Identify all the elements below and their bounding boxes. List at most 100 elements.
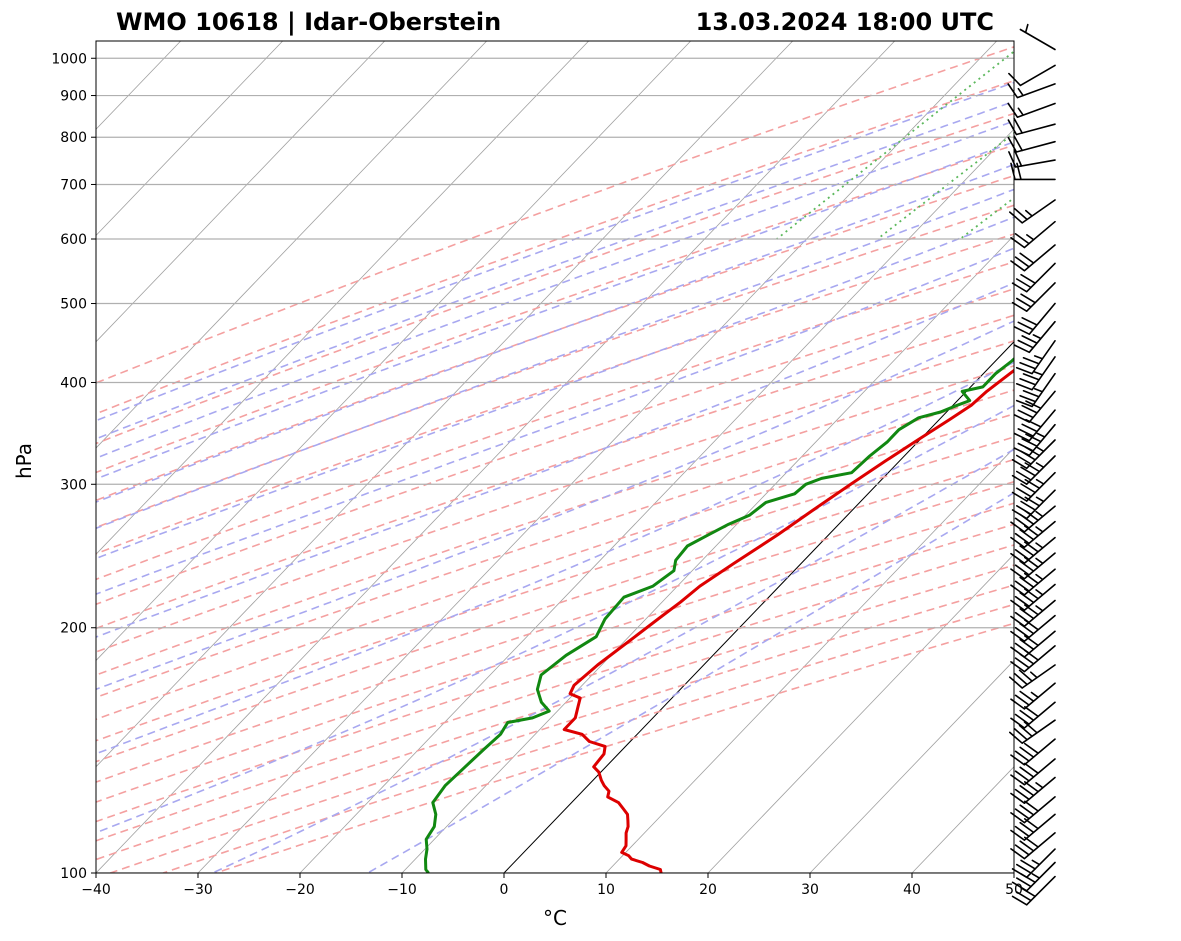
- x-tick-label: −30: [183, 882, 213, 898]
- wind-barb: [1011, 861, 1056, 892]
- mixing-ratio-line: [959, 196, 1014, 240]
- dry-adiabat-line: [96, 340, 1014, 653]
- y-tick-label: 1000: [51, 51, 87, 67]
- wind-barb: [1011, 262, 1056, 293]
- y-tick-label: 900: [60, 89, 87, 105]
- moist-adiabat-line: [96, 141, 1014, 480]
- wind-barb: [1015, 372, 1056, 408]
- wind-barb: [1009, 664, 1056, 689]
- wind-barb: [1010, 520, 1056, 549]
- wind-barb: [1010, 614, 1056, 643]
- y-tick-label: 600: [60, 232, 87, 248]
- wind-barb: [1010, 645, 1056, 673]
- moist-adiabat-line: [96, 281, 1014, 638]
- dry-adiabat-line: [96, 480, 1014, 783]
- dry-adiabat-line: [96, 314, 1014, 630]
- dewpoint-line: [424, 357, 1014, 873]
- wind-barb: [1010, 813, 1056, 841]
- wind-barb: [1010, 758, 1056, 786]
- wind-barb: [1013, 390, 1056, 423]
- wind-barb: [1010, 505, 1056, 533]
- moist-adiabat-line: [96, 163, 1014, 503]
- wind-barb: [1010, 220, 1056, 249]
- wind-barb: [1011, 471, 1056, 502]
- x-tick-label: −20: [285, 882, 315, 898]
- isotherm-line: [707, 553, 1014, 873]
- wind-barb: [1010, 599, 1056, 627]
- wind-barb: [1010, 162, 1056, 181]
- y-tick-label: 200: [60, 621, 87, 637]
- wind-barb: [1010, 536, 1056, 565]
- isotherm-line: [809, 659, 1014, 873]
- isotherm-line: [96, 41, 589, 555]
- x-tick-label: 40: [903, 882, 921, 898]
- wind-barb: [1013, 409, 1056, 442]
- dry-adiabat-line: [96, 144, 1014, 474]
- y-axis-label: hPa: [12, 443, 36, 479]
- isotherm-line: [96, 41, 895, 873]
- dry-adiabat-line: [96, 364, 1014, 676]
- moist-adiabat-line: [96, 81, 1014, 422]
- wind-barbs: [1007, 23, 1056, 906]
- isotherm-line: [96, 41, 793, 768]
- x-tick-label: 20: [699, 882, 717, 898]
- wind-barb: [1008, 64, 1056, 87]
- wind-barb: [1010, 796, 1056, 824]
- isotherm-line: [605, 447, 1014, 873]
- isotherm-line: [96, 41, 487, 449]
- isotherm-line: [96, 41, 385, 343]
- wind-barb: [1013, 320, 1056, 354]
- wind-barb: [1007, 102, 1056, 118]
- x-tick-label: 50: [1005, 882, 1023, 898]
- zero-isotherm-line: [503, 341, 1014, 873]
- isotherm-line: [96, 41, 283, 237]
- y-tick-label: 300: [60, 477, 87, 493]
- moist-adiabat-line: [96, 247, 1014, 595]
- wind-barb: [1010, 832, 1056, 860]
- isotherm-line: [299, 128, 1014, 873]
- dry-adiabat-line: [96, 544, 1014, 842]
- moist-adiabat-line: [96, 320, 1014, 691]
- dry-adiabat-line: [96, 204, 1014, 529]
- y-tick-label: 400: [60, 375, 87, 391]
- wind-barb: [1010, 776, 1056, 804]
- moist-adiabat-line: [96, 188, 1014, 530]
- profile-lines: [424, 357, 1014, 873]
- y-tick-label: 700: [60, 177, 87, 193]
- wind-barb: [1013, 302, 1056, 335]
- dry-adiabat-line: [96, 458, 1014, 763]
- wind-barb: [1015, 356, 1056, 391]
- x-axis-label: °C: [543, 906, 567, 930]
- wind-barb: [1007, 83, 1056, 99]
- dry-adiabat-line: [96, 233, 1014, 555]
- wind-barb: [1011, 439, 1056, 470]
- y-tick-label: 500: [60, 297, 87, 313]
- wind-barb: [1008, 150, 1056, 168]
- moist-adiabat-line: [96, 361, 1014, 755]
- wind-barb: [1011, 875, 1056, 906]
- wind-barb: [1010, 682, 1056, 710]
- wind-barb: [1010, 738, 1056, 766]
- mixing-ratio-line: [1079, 41, 1181, 239]
- wind-barb: [1009, 199, 1056, 224]
- background-lines: [96, 41, 1181, 873]
- wind-barb: [1010, 244, 1056, 272]
- wind-barb: [1009, 719, 1056, 744]
- dry-adiabat-line: [96, 112, 1014, 445]
- x-tick-label: −40: [81, 882, 111, 898]
- dry-adiabat-line: [96, 79, 1014, 415]
- wind-barb: [1011, 848, 1056, 879]
- mixing-ratio-line: [876, 132, 1014, 240]
- mixing-ratio-line: [776, 50, 1014, 240]
- isotherm-line: [401, 234, 1014, 873]
- wind-barb: [1011, 282, 1056, 312]
- x-tick-label: 0: [500, 882, 509, 898]
- moist-adiabat-line: [96, 100, 1014, 440]
- wind-barb: [1010, 552, 1056, 580]
- dry-adiabat-line: [215, 622, 1014, 873]
- wind-barb: [1007, 135, 1056, 153]
- mixing-ratio-line: [1010, 235, 1014, 240]
- wind-barb: [1010, 701, 1056, 729]
- wind-barb: [1010, 583, 1056, 611]
